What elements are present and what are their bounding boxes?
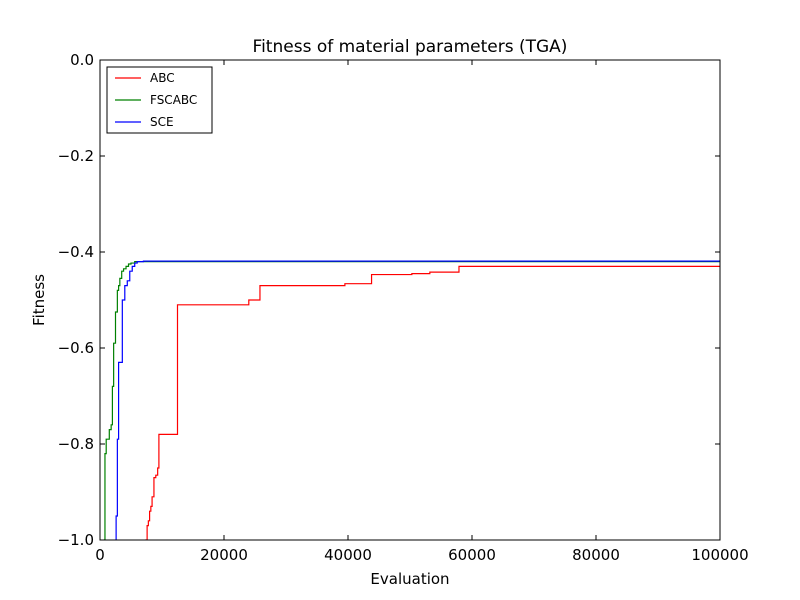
y-axis-label: Fitness — [30, 274, 48, 326]
plot-frame — [99, 59, 721, 541]
legend-label-abc: ABC — [150, 71, 175, 85]
series-line-abc — [145, 265, 720, 540]
x-tick-label: 0 — [95, 546, 105, 564]
x-tick-label: 100000 — [691, 546, 748, 564]
y-tick-label: −0.2 — [58, 147, 94, 165]
tick-layer: 0 20000 40000 60000 80000 100000 0.0 −0.2 −0.4 −0… — [58, 51, 749, 564]
y-tick-label: 0.0 — [70, 51, 94, 69]
y-tick-label: −0.8 — [58, 435, 94, 453]
legend-label-sce: SCE — [150, 115, 174, 129]
x-axis-label: Evaluation — [370, 570, 449, 588]
series-layer — [103, 260, 720, 540]
series-line-sce — [115, 260, 720, 540]
series-line-fscabc — [103, 261, 720, 540]
x-tick-label: 80000 — [572, 546, 620, 564]
chart-title: Fitness of material parameters (TGA) — [253, 37, 568, 57]
x-tick-label: 40000 — [324, 546, 372, 564]
x-tick-label: 20000 — [200, 546, 248, 564]
x-tick-label: 60000 — [448, 546, 496, 564]
y-tick-label: −0.6 — [58, 339, 94, 357]
legend-label-fscabc: FSCABC — [150, 93, 197, 107]
y-tick-label: −1.0 — [58, 531, 94, 549]
y-tick-label: −0.4 — [58, 243, 94, 261]
legend: ABC FSCABC SCE — [106, 66, 213, 134]
